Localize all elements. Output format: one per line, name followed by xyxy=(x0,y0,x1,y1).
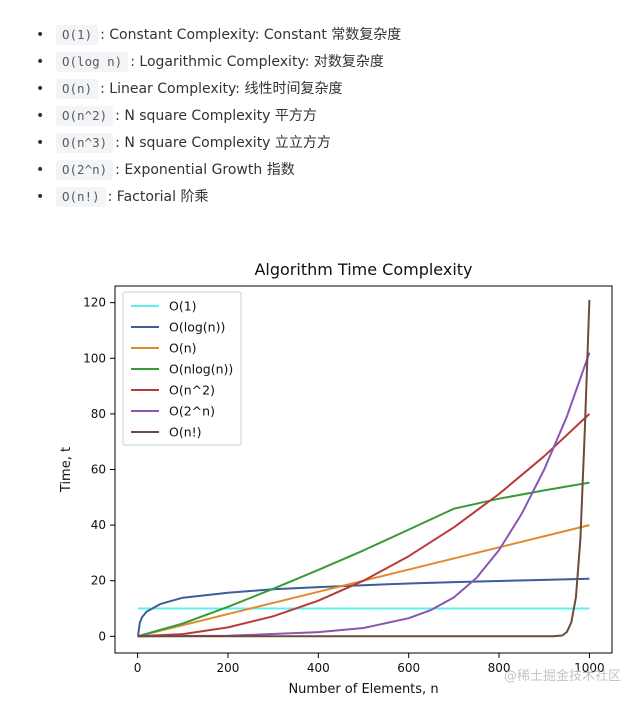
x-tick-label: 800 xyxy=(488,661,511,675)
list-item-text: : Linear Complexity: 线性时间复杂度 xyxy=(100,81,343,97)
list-item: • O(1): Constant Complexity: Constant 常数复… xyxy=(36,22,401,49)
bullet-icon: • xyxy=(36,54,45,70)
legend-label: O(n^2) xyxy=(169,383,215,398)
list-item-text: : N square Complexity 平方方 xyxy=(115,108,317,124)
x-tick-label: 600 xyxy=(397,661,420,675)
legend-label: O(log(n)) xyxy=(169,320,225,335)
list-item: • O(log n): Logarithmic Complexity: 对数复杂度 xyxy=(36,49,401,76)
x-tick-label: 400 xyxy=(307,661,330,675)
list-item: • O(n): Linear Complexity: 线性时间复杂度 xyxy=(36,76,401,103)
inline-code: O(n) xyxy=(56,79,99,99)
y-tick-label: 20 xyxy=(91,574,106,588)
series-line-4 xyxy=(137,413,591,638)
x-tick-label: 200 xyxy=(217,661,240,675)
bullet-icon: • xyxy=(36,27,45,43)
bullet-icon: • xyxy=(36,81,45,97)
inline-code: O(1) xyxy=(56,25,99,45)
y-tick-label: 40 xyxy=(91,518,106,532)
bullet-icon: • xyxy=(36,162,45,178)
y-tick-label: 80 xyxy=(91,407,106,421)
legend-label: O(1) xyxy=(169,299,197,314)
list-item: • O(n^2): N square Complexity 平方方 xyxy=(36,103,401,130)
list-item: • O(n!): Factorial 阶乘 xyxy=(36,184,401,211)
legend-label: O(n) xyxy=(169,341,197,356)
y-axis-label: Time, t xyxy=(59,447,74,493)
list-item-text: : Logarithmic Complexity: 对数复杂度 xyxy=(130,54,384,70)
chart-title: Algorithm Time Complexity xyxy=(254,260,472,279)
inline-code: O(n^2) xyxy=(56,106,114,126)
y-tick-label: 0 xyxy=(98,629,106,643)
legend-label: O(2^n) xyxy=(169,404,215,419)
list-item: • O(2^n): Exponential Growth 指数 xyxy=(36,157,401,184)
bullet-icon: • xyxy=(36,108,45,124)
inline-code: O(n^3) xyxy=(56,133,114,153)
list-item-text: : Exponential Growth 指数 xyxy=(115,162,295,178)
bullet-icon: • xyxy=(36,135,45,151)
plot-area xyxy=(137,299,591,638)
bullet-icon: • xyxy=(36,189,45,205)
series-line-5 xyxy=(137,352,591,638)
legend-label: O(nlog(n)) xyxy=(169,362,233,377)
y-tick-label: 100 xyxy=(83,351,106,365)
y-tick-label: 120 xyxy=(83,296,106,310)
inline-code: O(n!) xyxy=(56,187,106,207)
list-item: • O(n^3): N square Complexity 立立方方 xyxy=(36,130,401,157)
legend-label: O(n!) xyxy=(169,425,202,440)
inline-code: O(log n) xyxy=(56,52,129,72)
inline-code: O(2^n) xyxy=(56,160,114,180)
x-tick-label: 1000 xyxy=(574,661,605,675)
watermark: @稀土掘金技术社区 xyxy=(503,669,621,684)
list-item-text: : Constant Complexity: Constant 常数复杂度 xyxy=(100,27,402,43)
series-line-6 xyxy=(137,299,591,638)
complexity-list: • O(1): Constant Complexity: Constant 常数复… xyxy=(36,22,401,211)
list-item-text: : Factorial 阶乘 xyxy=(107,189,209,205)
list-item-text: : N square Complexity 立立方方 xyxy=(115,135,331,151)
y-tick-label: 60 xyxy=(91,463,106,477)
series-line-3 xyxy=(137,481,590,638)
legend-box xyxy=(122,291,242,446)
x-axis-label: Number of Elements, n xyxy=(288,682,438,697)
x-tick-label: 0 xyxy=(134,661,142,675)
